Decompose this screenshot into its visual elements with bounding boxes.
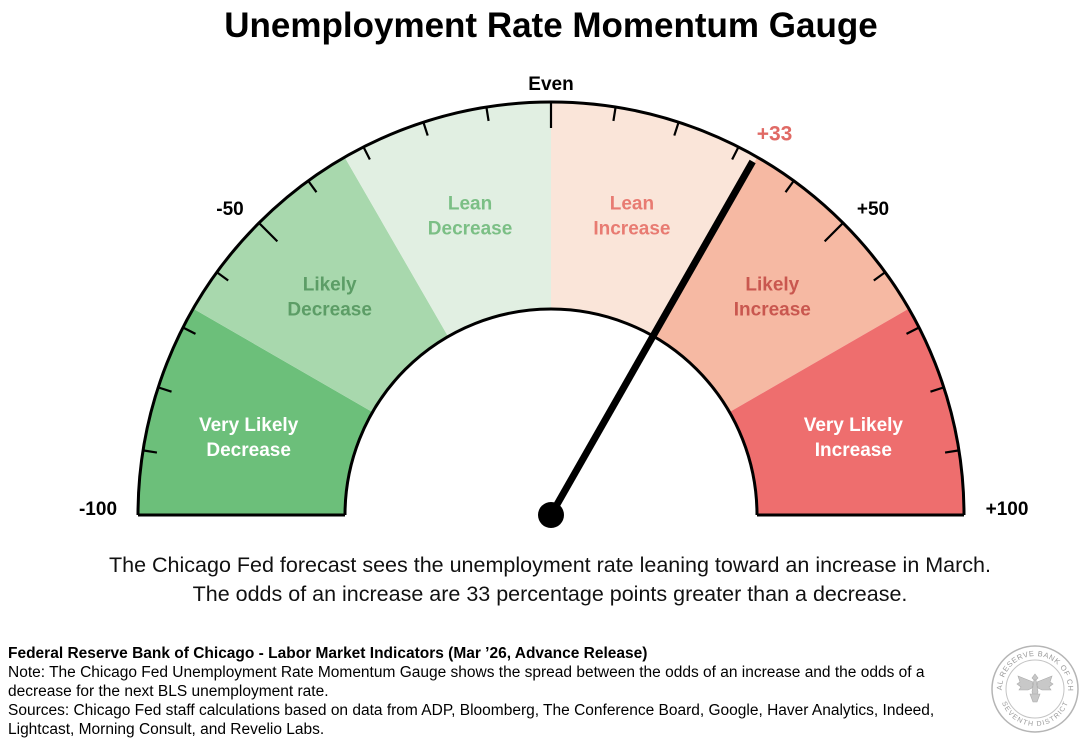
tick-50 [823, 222, 844, 243]
tick--70 [182, 326, 196, 335]
segment-label-lean-increase-line1: Lean [610, 194, 654, 215]
gauge-needle [547, 159, 756, 517]
needle-hub [538, 502, 564, 528]
gauge-ticks [138, 102, 964, 517]
value-label: +33 [757, 123, 793, 146]
tick--30 [362, 146, 371, 160]
footer-title: Federal Reserve Bank of Chicago - Labor … [8, 645, 648, 662]
segment-label-likely-decrease-line1: Likely [303, 275, 357, 296]
segment-likely-decrease [193, 157, 449, 413]
summary-line-1: The Chicago Fed forecast sees the unempl… [109, 553, 991, 577]
tick-label-50: +50 [857, 199, 889, 220]
tick-60 [873, 271, 886, 282]
segment-very-likely-decrease [138, 308, 373, 515]
tick--50 [258, 222, 279, 243]
tick-80 [930, 386, 945, 393]
tick--20 [422, 121, 429, 136]
tick-30 [731, 146, 740, 160]
segment-label-lean-increase-line2: Increase [593, 219, 670, 240]
tick--60 [216, 271, 229, 282]
gauge-needle-group [538, 159, 756, 528]
segment-label-very-likely-increase-line2: Increase [815, 440, 892, 461]
eagle-icon [1016, 673, 1054, 703]
segment-likely-increase [653, 157, 909, 413]
momentum-gauge-chart: Unemployment Rate Momentum Gauge -100 -50… [79, 6, 1028, 528]
tick-label-even: Even [528, 74, 573, 95]
tick-label-50: -50 [216, 199, 243, 220]
chart-title: Unemployment Rate Momentum Gauge [224, 6, 877, 45]
tick-label-100: +100 [986, 499, 1029, 520]
footer-sources: Sources: Chicago Fed staff calculations … [8, 702, 935, 738]
segment-lean-decrease [344, 102, 551, 337]
segment-label-likely-decrease-line2: Decrease [287, 300, 372, 321]
segment-label-very-likely-decrease-line2: Decrease [206, 440, 291, 461]
segment-label-likely-increase-line2: Increase [734, 300, 811, 321]
segment-label-lean-decrease-line1: Lean [448, 194, 492, 215]
footer-note: Note: The Chicago Fed Unemployment Rate … [8, 664, 925, 700]
gauge-labels: -100 -50 Even +50 +100 Very Likely Decrease Lik… [79, 74, 1028, 520]
tick-40 [784, 180, 795, 193]
segment-very-likely-increase [729, 308, 964, 515]
chicago-fed-seal-logo: FEDERAL RESERVE BANK OF CHICAGO SEVENTH … [990, 644, 1079, 733]
tick-20 [673, 121, 680, 136]
tick-10 [612, 106, 617, 122]
segment-label-very-likely-decrease-line1: Very Likely [199, 415, 299, 436]
segment-label-lean-decrease-line2: Decrease [428, 219, 513, 240]
tick--80 [157, 386, 172, 393]
summary-line-2: The odds of an increase are 33 percentag… [192, 582, 908, 606]
tick--90 [142, 449, 158, 454]
tick-label-100: -100 [79, 499, 117, 520]
segment-label-likely-increase-line1: Likely [745, 275, 799, 296]
tick--10 [485, 106, 490, 122]
segment-label-very-likely-increase-line1: Very Likely [804, 415, 904, 436]
footer: Federal Reserve Bank of Chicago - Labor … [8, 644, 968, 739]
tick-70 [906, 326, 920, 335]
gauge-segments [136, 100, 966, 517]
gauge-inner-arc [343, 307, 759, 516]
tick--40 [307, 180, 318, 193]
tick-90 [944, 449, 960, 454]
segment-lean-increase [551, 102, 758, 337]
